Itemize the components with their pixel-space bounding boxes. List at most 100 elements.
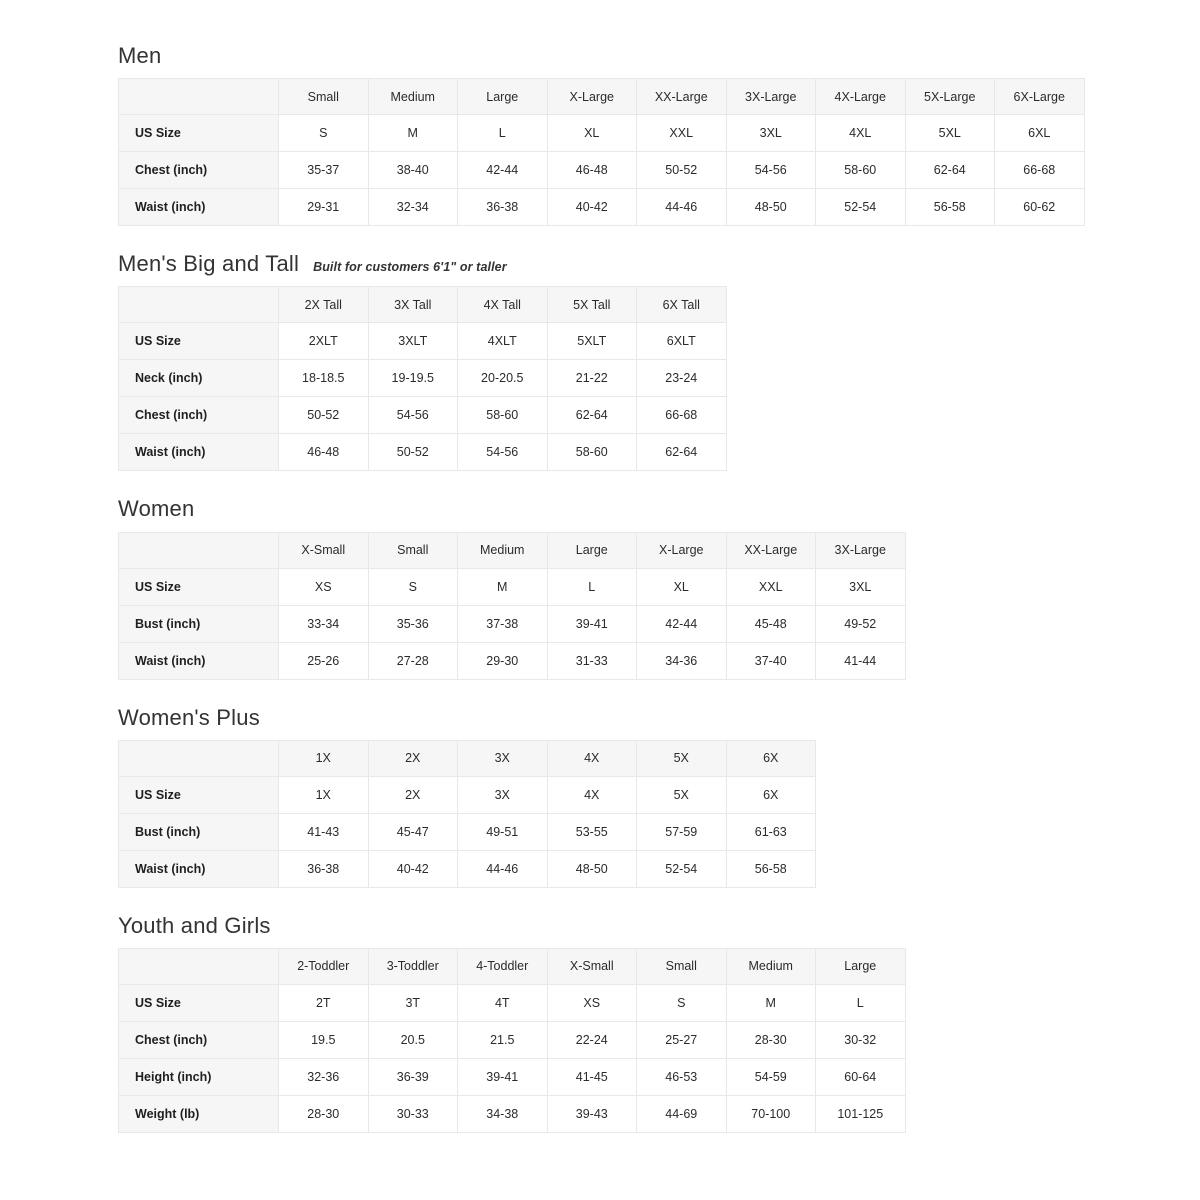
table-header-row: 1X 2X 3X 4X 5X 6X: [118, 739, 816, 777]
table-cell: 44-46: [636, 188, 727, 227]
table-header-row: 2-Toddler 3-Toddler 4-Toddler X-Small Small M…: [118, 947, 906, 985]
table-cell: 39-43: [546, 1094, 637, 1133]
table-cell: M: [457, 567, 548, 606]
table-cell: 50-52: [367, 433, 458, 472]
table-cell: L: [457, 114, 548, 153]
table-header-row: 2X Tall 3X Tall 4X Tall 5X Tall 6X Tall: [118, 286, 727, 324]
table-cell: 21.5: [457, 1020, 548, 1059]
row-header: Bust (inch): [118, 812, 279, 851]
section-header: Youth and Girls: [118, 913, 1200, 938]
table-row: Neck (inch) 18-18.5 19-19.5 20-20.5 21-22 23-…: [118, 359, 727, 398]
table-row: US Size 1X 2X 3X 4X 5X 6X: [118, 775, 816, 814]
size-table-womens-plus: 1X 2X 3X 4X 5X 6X US Size 1X 2X 3X 4X 5X 6X Bust (inc…: [118, 739, 816, 888]
table-cell: 22-24: [546, 1020, 637, 1059]
table-cell: 38-40: [367, 151, 458, 190]
table-row: US Size 2T 3T 4T XS S M L: [118, 983, 906, 1022]
column-header: X-Small: [278, 531, 369, 569]
size-table-men: Small Medium Large X-Large XX-Large 3X-Large 4…: [118, 78, 1085, 227]
table-cell: 40-42: [546, 188, 637, 227]
table-cell: 49-51: [457, 812, 548, 851]
table-corner-cell: [118, 739, 279, 777]
table-cell: 54-56: [457, 433, 548, 472]
section-men: Men Small Medium Large X-Large XX-Large 3X-Lar…: [118, 43, 1200, 227]
column-header: 6X-Large: [994, 78, 1085, 116]
table-cell: 29-30: [457, 641, 548, 680]
section-header: Men: [118, 43, 1200, 68]
table-row: Weight (lb) 28-30 30-33 34-38 39-43 44-69 70-1…: [118, 1094, 906, 1133]
table-cell: 5X: [636, 775, 727, 814]
table-cell: 3X: [457, 775, 548, 814]
table-cell: 4XLT: [457, 322, 548, 361]
table-cell: 36-38: [457, 188, 548, 227]
table-row: US Size S M L XL XXL 3XL 4XL 5XL 6XL: [118, 114, 1085, 153]
table-row: Waist (inch) 25-26 27-28 29-30 31-33 34-36 37-…: [118, 641, 906, 680]
column-header: XX-Large: [725, 531, 816, 569]
table-cell: 60-62: [994, 188, 1085, 227]
table-cell: 58-60: [546, 433, 637, 472]
table-cell: 42-44: [636, 604, 727, 643]
table-cell: 62-64: [546, 396, 637, 435]
table-cell: 32-36: [278, 1057, 369, 1096]
table-cell: 50-52: [278, 396, 369, 435]
table-cell: 3XLT: [367, 322, 458, 361]
column-header: 4-Toddler: [457, 947, 548, 985]
table-cell: 54-59: [725, 1057, 816, 1096]
row-header: US Size: [118, 114, 279, 153]
table-cell: XS: [278, 567, 369, 606]
table-cell: 60-64: [815, 1057, 906, 1096]
table-row: US Size XS S M L XL XXL 3XL: [118, 567, 906, 606]
row-header: US Size: [118, 322, 279, 361]
table-cell: XXL: [725, 567, 816, 606]
table-cell: 36-38: [278, 849, 369, 888]
row-header: Bust (inch): [118, 604, 279, 643]
table-cell: 56-58: [904, 188, 995, 227]
table-cell: 48-50: [725, 188, 816, 227]
table-cell: 48-50: [546, 849, 637, 888]
row-header: US Size: [118, 775, 279, 814]
table-cell: 46-48: [278, 433, 369, 472]
section-title: Men's Big and Tall: [118, 251, 300, 277]
table-cell: 37-40: [725, 641, 816, 680]
table-corner-cell: [118, 947, 279, 985]
column-header: XX-Large: [636, 78, 727, 116]
column-header: Medium: [725, 947, 816, 985]
table-cell: 45-48: [725, 604, 816, 643]
table-cell: 42-44: [457, 151, 548, 190]
table-header-row: X-Small Small Medium Large X-Large XX-Large 3X…: [118, 531, 906, 569]
column-header: 3X Tall: [367, 286, 458, 324]
row-header: Chest (inch): [118, 396, 279, 435]
table-cell: 4T: [457, 983, 548, 1022]
table-cell: 58-60: [815, 151, 906, 190]
table-cell: 50-52: [636, 151, 727, 190]
table-row: Chest (inch) 35-37 38-40 42-44 46-48 50-52 54-…: [118, 151, 1085, 190]
table-cell: 25-26: [278, 641, 369, 680]
column-header: 3X-Large: [725, 78, 816, 116]
section-mens-big-and-tall: Men's Big and Tall Built for customers 6'…: [118, 251, 1200, 472]
table-cell: 2T: [278, 983, 369, 1022]
table-row: Waist (inch) 29-31 32-34 36-38 40-42 44-46 48-…: [118, 188, 1085, 227]
table-cell: L: [546, 567, 637, 606]
column-header: 2X: [367, 739, 458, 777]
table-cell: 19.5: [278, 1020, 369, 1059]
table-cell: 39-41: [546, 604, 637, 643]
table-cell: 56-58: [725, 849, 816, 888]
table-cell: 58-60: [457, 396, 548, 435]
row-header: Waist (inch): [118, 188, 279, 227]
table-cell: M: [725, 983, 816, 1022]
table-cell: 3XL: [815, 567, 906, 606]
table-cell: 5XL: [904, 114, 995, 153]
table-cell: 36-39: [367, 1057, 458, 1096]
section-youth-and-girls: Youth and Girls 2-Toddler 3-Toddler 4-Toddl…: [118, 913, 1200, 1133]
table-cell: XXL: [636, 114, 727, 153]
table-cell: 101-125: [815, 1094, 906, 1133]
table-cell: 19-19.5: [367, 359, 458, 398]
column-header: Large: [815, 947, 906, 985]
row-header: Height (inch): [118, 1057, 279, 1096]
column-header: 6X: [725, 739, 816, 777]
section-womens-plus: Women's Plus 1X 2X 3X 4X 5X 6X US Size 1X 2X 3X 4X 5…: [118, 705, 1200, 888]
column-header: Small: [636, 947, 727, 985]
column-header: 5X: [636, 739, 727, 777]
table-cell: 46-48: [546, 151, 637, 190]
table-cell: 6XL: [994, 114, 1085, 153]
table-cell: 40-42: [367, 849, 458, 888]
